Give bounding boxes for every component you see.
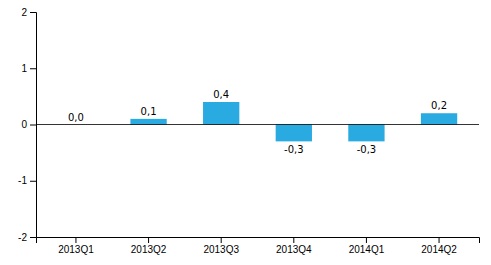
bars [36, 102, 479, 141]
x-tick-mark [75, 237, 76, 243]
x-tick-label: 2014Q1 [349, 244, 385, 255]
y-tick: -2 [18, 232, 36, 243]
y-tick: -1 [18, 175, 36, 186]
y-axis-line [30, 13, 37, 238]
x-tick-mark [293, 237, 294, 243]
x-tick-label: 2013Q2 [131, 244, 167, 255]
bar [348, 125, 384, 142]
x-tick-label: 2013Q4 [276, 244, 312, 255]
bar [421, 113, 457, 124]
y-axis: -2 -1 0 1 2 [18, 7, 36, 243]
x-tick: 2014Q1 [349, 237, 385, 255]
x-tick: 2013Q4 [276, 237, 312, 255]
x-tick-mark [439, 237, 440, 243]
y-tick-label: -2 [18, 232, 27, 243]
x-tick: 2013Q3 [203, 237, 239, 255]
y-tick-mark [30, 237, 36, 238]
x-axis-line [37, 238, 480, 244]
y-tick-label: 2 [21, 7, 27, 18]
x-tick: 2014Q2 [421, 237, 457, 255]
x-tick-mark [366, 237, 367, 243]
x-tick: 2013Q1 [58, 237, 94, 255]
x-tick-label: 2013Q3 [203, 244, 239, 255]
bar [276, 125, 312, 142]
data-label: -0,3 [284, 144, 304, 155]
y-tick-mark [30, 181, 36, 182]
data-labels: 0,0 0,1 0,4 -0,3 -0,3 0,2 [68, 89, 447, 155]
data-label: 0,1 [141, 106, 157, 117]
data-label: 0,4 [213, 89, 229, 100]
data-label: 0,0 [68, 112, 84, 123]
x-tick-label: 2014Q2 [421, 244, 457, 255]
x-axis: 2013Q1 2013Q2 2013Q3 2013Q4 2014Q1 2014Q2 [37, 237, 480, 255]
y-tick: 2 [21, 7, 36, 18]
y-tick-label: -1 [18, 175, 27, 186]
bar [203, 102, 239, 125]
data-label: 0,2 [431, 100, 447, 111]
y-tick-mark [30, 68, 36, 69]
chart: -2-10122013Q12013Q22013Q32013Q42014Q1201… [0, 0, 491, 265]
plot: -2-10122013Q12013Q22013Q32013Q42014Q1201… [18, 7, 479, 255]
x-tick-label: 2013Q1 [58, 244, 94, 255]
x-tick: 2013Q2 [131, 237, 167, 255]
x-tick-mark [221, 237, 222, 243]
y-tick: 1 [21, 63, 36, 74]
zero-line [36, 124, 479, 125]
y-tick: 0 [21, 119, 36, 130]
y-tick-mark [30, 125, 36, 126]
y-tick-label: 1 [21, 63, 27, 74]
x-tick-mark [148, 237, 149, 243]
y-tick-mark [30, 12, 36, 13]
data-label: -0,3 [357, 144, 377, 155]
y-tick-label: 0 [21, 119, 27, 130]
bar [130, 119, 166, 125]
